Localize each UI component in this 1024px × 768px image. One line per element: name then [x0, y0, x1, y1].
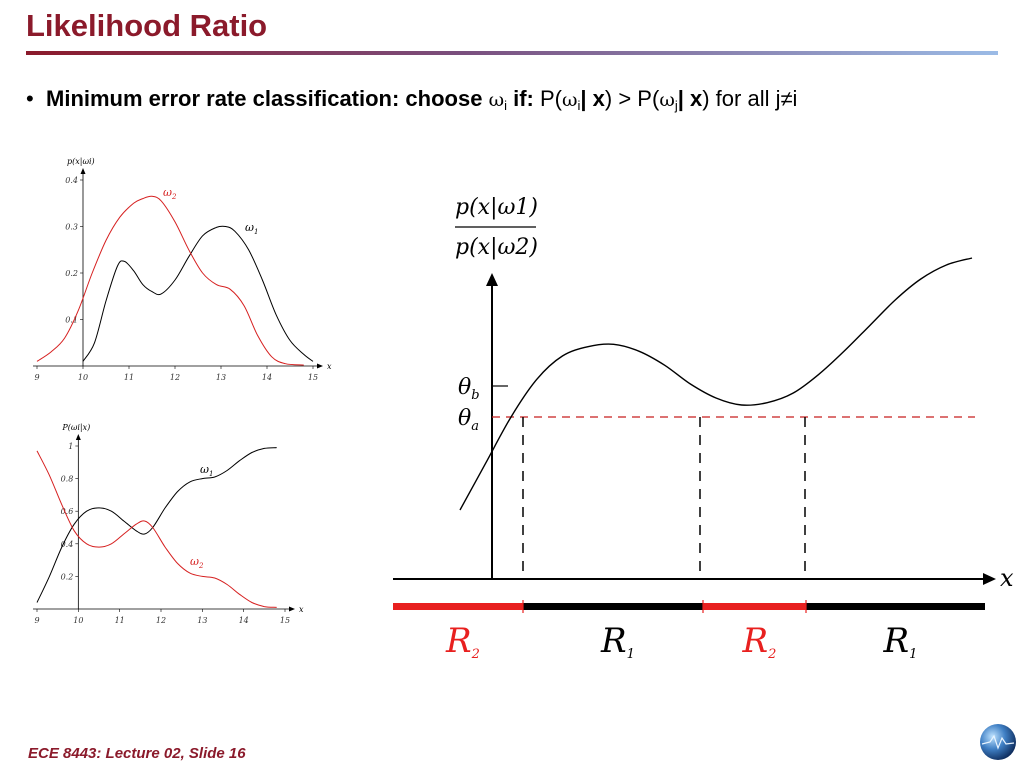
plot2-y-tick-label: 0.2: [61, 572, 74, 581]
plot1-y-arrow: [80, 168, 86, 174]
plot1-x-tick-label: 15: [308, 373, 318, 382]
slide-footer: ECE 8443: Lecture 02, Slide 16: [28, 745, 246, 762]
ratio-y-label-numerator: p(x|ω1): [455, 195, 538, 220]
plot1-series-1-line: [82, 225, 314, 362]
plot1-y-tick-label: 0.2: [65, 269, 78, 278]
plot1-y-tick-label: 0.3: [65, 223, 78, 232]
plot2-series-2-line: [36, 450, 277, 608]
region-label-2: R1: [600, 621, 635, 662]
plot2-x-label: x: [299, 605, 304, 614]
bullet-point: • Minimum error rate classification: choo…: [26, 86, 797, 113]
plot1-omega2-label: ω2: [163, 186, 177, 201]
subscript-j: j: [674, 98, 678, 113]
plot2-x-tick-label: 10: [73, 616, 83, 625]
plot2-x-arrow: [289, 606, 295, 612]
plot1-x-tick-label: 9: [34, 373, 39, 382]
plot1-x-arrow: [317, 363, 323, 369]
plot2-x-tick-label: 11: [115, 616, 125, 625]
plot2-x-tick-label: 15: [280, 616, 290, 625]
plot1-x-tick-label: 12: [170, 373, 180, 382]
omega-symbol: ω: [488, 89, 505, 111]
region-bar-2: [523, 603, 703, 610]
plot2-x-tick-label: 12: [156, 616, 166, 625]
plot2-y-label: P(ωi|x): [61, 423, 90, 432]
ratio-y-label-denominator: p(x|ω2): [455, 235, 538, 260]
plot1-y-tick-label: 0.4: [65, 176, 78, 185]
bullet-tail-text: for all j≠i: [715, 86, 798, 111]
plot2-y-tick-label: 0.8: [61, 475, 74, 484]
plot1-x-tick-label: 10: [78, 373, 88, 382]
region-label-4: R1: [883, 621, 918, 662]
plot1-x-tick-label: 11: [124, 373, 134, 382]
region-label-1: R2: [445, 621, 480, 662]
title-underline: [26, 51, 998, 55]
ratio-x-arrow: [983, 573, 996, 585]
plot1-series-2-line: [36, 195, 304, 366]
prob-open-1: P(: [540, 86, 562, 111]
ratio-y-arrow: [486, 273, 498, 286]
region-bar-3: [703, 603, 806, 610]
ratio-x-label: x: [1000, 564, 1014, 592]
theta-a-label: θa: [458, 406, 479, 434]
plot2-omega1-label: ω1: [200, 463, 213, 478]
bullet-marker: •: [26, 86, 34, 111]
bullet-lead-text: Minimum error rate classification: choos…: [46, 86, 483, 111]
subscript-i-2: i: [577, 98, 581, 113]
omega-symbol-2: ω: [562, 89, 578, 111]
globe-logo-icon: [980, 724, 1016, 760]
plot1-x-tick-label: 13: [216, 373, 226, 382]
plot2-omega2-label: ω2: [190, 555, 204, 570]
greater-than: ) > P(: [604, 86, 660, 111]
plot1-y-label: p(x|ωi): [67, 157, 95, 166]
plot2-x-tick-label: 13: [197, 616, 207, 625]
subscript-i: i: [504, 98, 507, 113]
plot1-omega1-label: ω1: [245, 221, 258, 236]
plot2-y-tick-label: 1: [68, 442, 73, 451]
slide-title: Likelihood Ratio: [26, 8, 268, 43]
region-label-3: R2: [742, 621, 777, 662]
theta-b-label: θb: [458, 375, 480, 403]
omega-symbol-3: ω: [659, 89, 675, 111]
region-bar-1: [393, 603, 523, 610]
plot1-x-tick-label: 14: [262, 373, 272, 382]
given-x-2: | x: [677, 86, 703, 111]
prob-close: ): [702, 86, 710, 111]
if-word: if:: [513, 86, 534, 111]
plot2-y-tick-label: 0.4: [61, 540, 74, 549]
given-x-1: | x: [580, 86, 605, 111]
plot2-x-tick-label: 14: [239, 616, 249, 625]
plot1-x-label: x: [327, 362, 332, 371]
plot2-y-tick-label: 0.6: [61, 507, 74, 516]
plot2-x-tick-label: 9: [34, 616, 39, 625]
plot2-y-arrow: [75, 434, 81, 440]
region-bar-4: [806, 603, 985, 610]
plot1-y-tick-label: 0.1: [65, 316, 78, 325]
likelihood-ratio-curve: [459, 257, 973, 511]
